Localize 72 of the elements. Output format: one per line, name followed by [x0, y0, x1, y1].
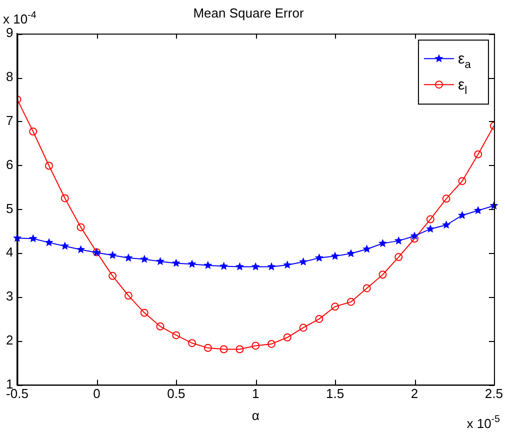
point [29, 127, 38, 136]
point [236, 345, 244, 354]
point [442, 220, 451, 229]
point [172, 331, 180, 340]
point [362, 284, 371, 292]
x-tick-label: 1.5 [326, 386, 344, 402]
y-tick-label: 8 [6, 69, 14, 84]
point [315, 314, 324, 323]
point [426, 215, 434, 224]
point [346, 249, 356, 258]
point [124, 292, 132, 300]
point [314, 253, 324, 262]
x-tick-label: 2.5 [484, 386, 504, 402]
point [267, 340, 276, 348]
point [60, 194, 69, 202]
point [76, 223, 85, 232]
point [108, 272, 117, 280]
point [283, 333, 292, 342]
point [220, 262, 228, 270]
point [283, 260, 292, 269]
point [204, 260, 212, 270]
point [378, 270, 387, 279]
point [298, 257, 308, 266]
point [235, 262, 244, 270]
point [28, 234, 38, 242]
x-axis-title: α [252, 408, 260, 423]
point [140, 308, 148, 317]
point [60, 242, 70, 250]
y-tick-label: 9 [6, 25, 14, 40]
point [204, 344, 212, 352]
point [188, 260, 196, 268]
point [252, 342, 260, 350]
x-tick-label: 0 [93, 386, 100, 402]
point [474, 206, 482, 214]
y-tick-label: 4 [6, 244, 14, 260]
point [410, 234, 419, 243]
y-tick-label: 5 [6, 200, 14, 216]
point [458, 210, 466, 219]
point [474, 150, 482, 158]
point [124, 253, 133, 262]
x-tick-label: 2 [410, 386, 418, 402]
point [172, 258, 180, 267]
point [44, 238, 54, 246]
point [251, 262, 260, 270]
point [331, 302, 340, 311]
point [394, 253, 403, 262]
point [188, 339, 196, 348]
y-tick-label: 7 [6, 112, 14, 128]
point [108, 250, 117, 259]
y-tick-label: 6 [6, 156, 14, 172]
point [442, 194, 450, 203]
point [220, 345, 228, 354]
x-tick-label: 1 [252, 386, 260, 402]
point [76, 245, 86, 254]
point [267, 262, 276, 270]
point [378, 238, 388, 248]
point [299, 324, 308, 332]
point [156, 256, 165, 266]
x-tick-label: 0.5 [167, 386, 186, 402]
point [140, 254, 149, 263]
point [330, 252, 340, 260]
point [156, 322, 164, 330]
point [362, 244, 372, 253]
y-tick-label: 2 [6, 332, 14, 348]
point [45, 162, 54, 170]
y-tick-label: 3 [6, 288, 14, 304]
chart-title: Mean Square Error [193, 5, 304, 20]
point [346, 298, 355, 306]
point [426, 224, 435, 233]
point [458, 177, 466, 186]
point [394, 236, 403, 244]
point [410, 231, 419, 240]
